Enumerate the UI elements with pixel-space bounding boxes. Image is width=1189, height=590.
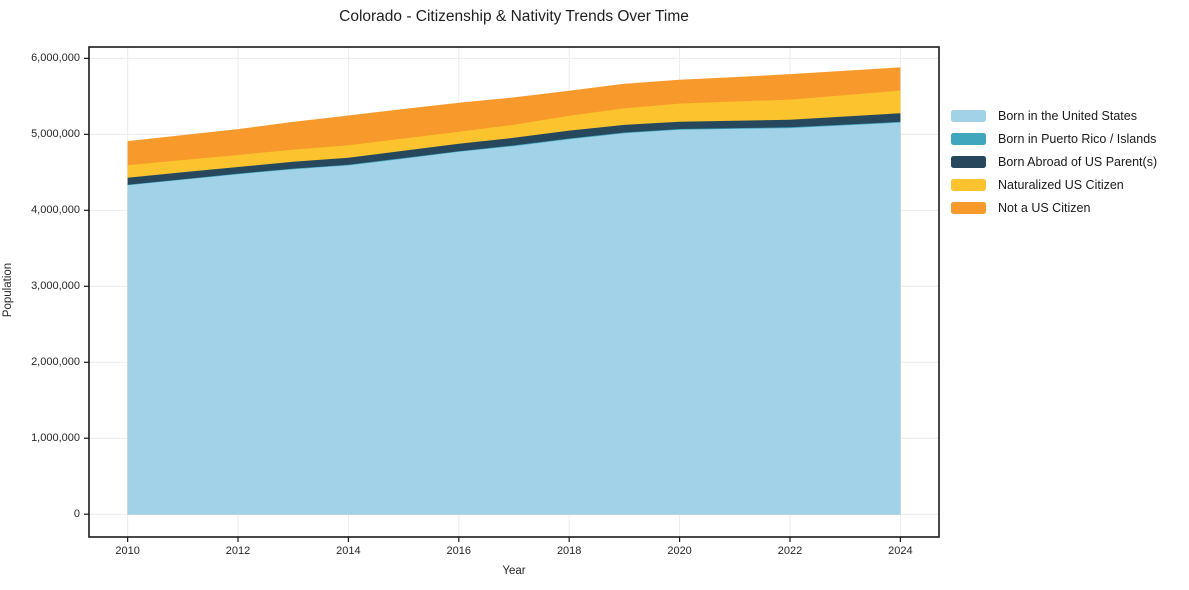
x-tick-label: 2020: [667, 545, 692, 557]
area-born-in-the-united-states: [127, 122, 901, 515]
y-tick-label: 5,000,000: [31, 128, 80, 141]
x-tick-label: 2010: [115, 545, 140, 557]
legend-swatch-icon: [951, 109, 986, 122]
x-tick-label: 2014: [336, 545, 361, 557]
legend-swatch-icon: [951, 201, 986, 214]
legend-item: Born in the United States: [951, 104, 1157, 127]
legend-swatch-icon: [951, 155, 986, 168]
y-tick-label: 0: [73, 508, 80, 521]
legend-item: Born Abroad of US Parent(s): [951, 150, 1157, 173]
legend-label: Born in the United States: [998, 108, 1137, 123]
x-tick-label: 2024: [888, 545, 913, 557]
legend-item: Not a US Citizen: [951, 196, 1157, 219]
chart-title: Colorado - Citizenship & Nativity Trends…: [339, 8, 689, 25]
y-tick-label: 4,000,000: [31, 204, 80, 217]
plot-area-border: [88, 46, 940, 538]
x-tick-label: 2018: [556, 545, 582, 557]
legend-label: Not a US Citizen: [998, 200, 1091, 215]
y-tick-label: 6,000,000: [31, 52, 80, 65]
legend-item: Naturalized US Citizen: [951, 173, 1157, 196]
legend: Born in the United States Born in Puerto…: [951, 104, 1157, 219]
y-axis-title: Population: [2, 262, 14, 318]
x-axis-title: Year: [502, 565, 526, 577]
y-tick-label: 2,000,000: [31, 356, 80, 369]
x-tick-label: 2012: [225, 545, 251, 557]
legend-swatch-icon: [951, 178, 986, 191]
legend-label: Naturalized US Citizen: [998, 177, 1124, 192]
y-tick-label: 3,000,000: [31, 280, 80, 293]
legend-swatch-icon: [951, 132, 986, 145]
x-tick-label: 2022: [777, 545, 803, 557]
legend-label: Born in Puerto Rico / Islands: [998, 131, 1157, 146]
legend-item: Born in Puerto Rico / Islands: [951, 127, 1157, 150]
legend-label: Born Abroad of US Parent(s): [998, 154, 1158, 169]
y-tick-label: 1,000,000: [31, 432, 80, 445]
x-tick-label: 2016: [446, 545, 472, 557]
